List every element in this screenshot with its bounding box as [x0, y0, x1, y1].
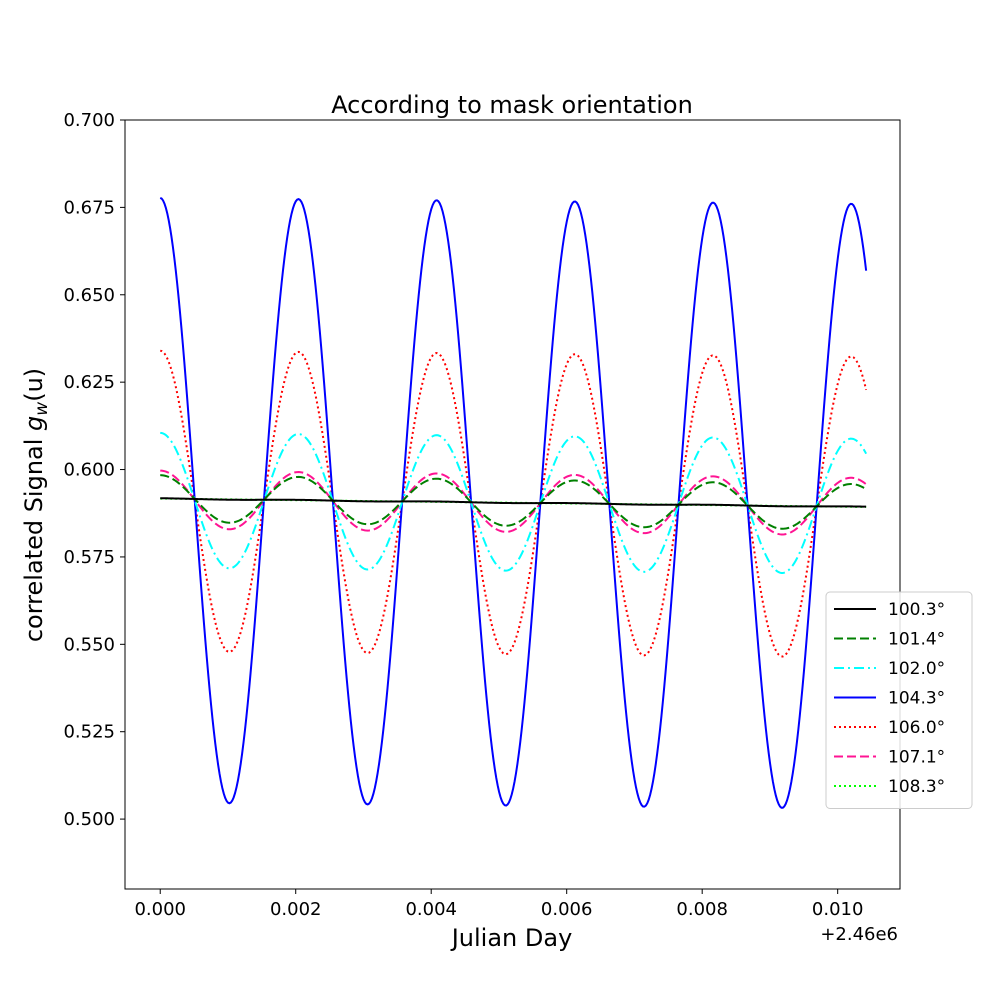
y-axis-label-sub: w [32, 402, 52, 416]
y-axis-label-var: g [20, 416, 48, 431]
legend-label-0: 100.3° [888, 600, 945, 620]
x-tick-label-0: 0.000 [134, 899, 186, 920]
y-axis-label-prefix: correlated Signal [20, 431, 48, 642]
x-offset-label: +2.46e6 [820, 924, 898, 945]
x-axis: 0.000 0.002 0.004 0.006 0.008 0.010 [134, 889, 863, 920]
y-tick-label-5: 0.625 [63, 372, 115, 393]
y-tick-label-4: 0.600 [63, 460, 115, 481]
legend-label-2: 102.0° [888, 659, 945, 679]
y-tick-label-0: 0.500 [63, 809, 115, 830]
x-tick-label-1: 0.002 [270, 899, 322, 920]
x-axis-label: Julian Day [450, 924, 573, 952]
chart-title: According to mask orientation [331, 91, 693, 119]
y-tick-label-7: 0.675 [63, 197, 115, 218]
x-tick-label-2: 0.004 [405, 899, 457, 920]
legend-box [825, 591, 973, 809]
y-axis: 0.500 0.525 0.550 0.575 0.600 0.625 0.650 0.675… [63, 110, 125, 830]
y-axis-label: correlated Signal gw(u) [20, 368, 52, 642]
series-line-1 [160, 474, 867, 530]
series-line-0 [160, 497, 867, 508]
series-line-5 [160, 469, 867, 536]
plot-lines [159, 197, 868, 809]
y-tick-label-1: 0.525 [63, 722, 115, 743]
series-line-3 [159, 197, 868, 809]
legend-label-1: 101.4° [888, 630, 945, 650]
plot-frame [124, 119, 901, 890]
y-tick-label-6: 0.650 [63, 285, 115, 306]
x-tick-label-5: 0.010 [812, 899, 864, 920]
legend-label-5: 107.1° [888, 748, 945, 768]
y-axis-label-suffix: (u) [20, 368, 48, 402]
legend-label-4: 106.0° [888, 718, 945, 738]
y-tick-label-3: 0.575 [63, 547, 115, 568]
legend-label-3: 104.3° [888, 689, 945, 709]
x-tick-label-3: 0.006 [541, 899, 593, 920]
legend-label-6: 108.3° [888, 777, 945, 797]
y-tick-label-2: 0.550 [63, 634, 115, 655]
legend: 100.3° 101.4° 102.0° 104.3° 106.0° 107.1° 108.… [825, 591, 973, 809]
x-tick-label-4: 0.008 [676, 899, 728, 920]
y-tick-label-8: 0.700 [63, 110, 115, 131]
